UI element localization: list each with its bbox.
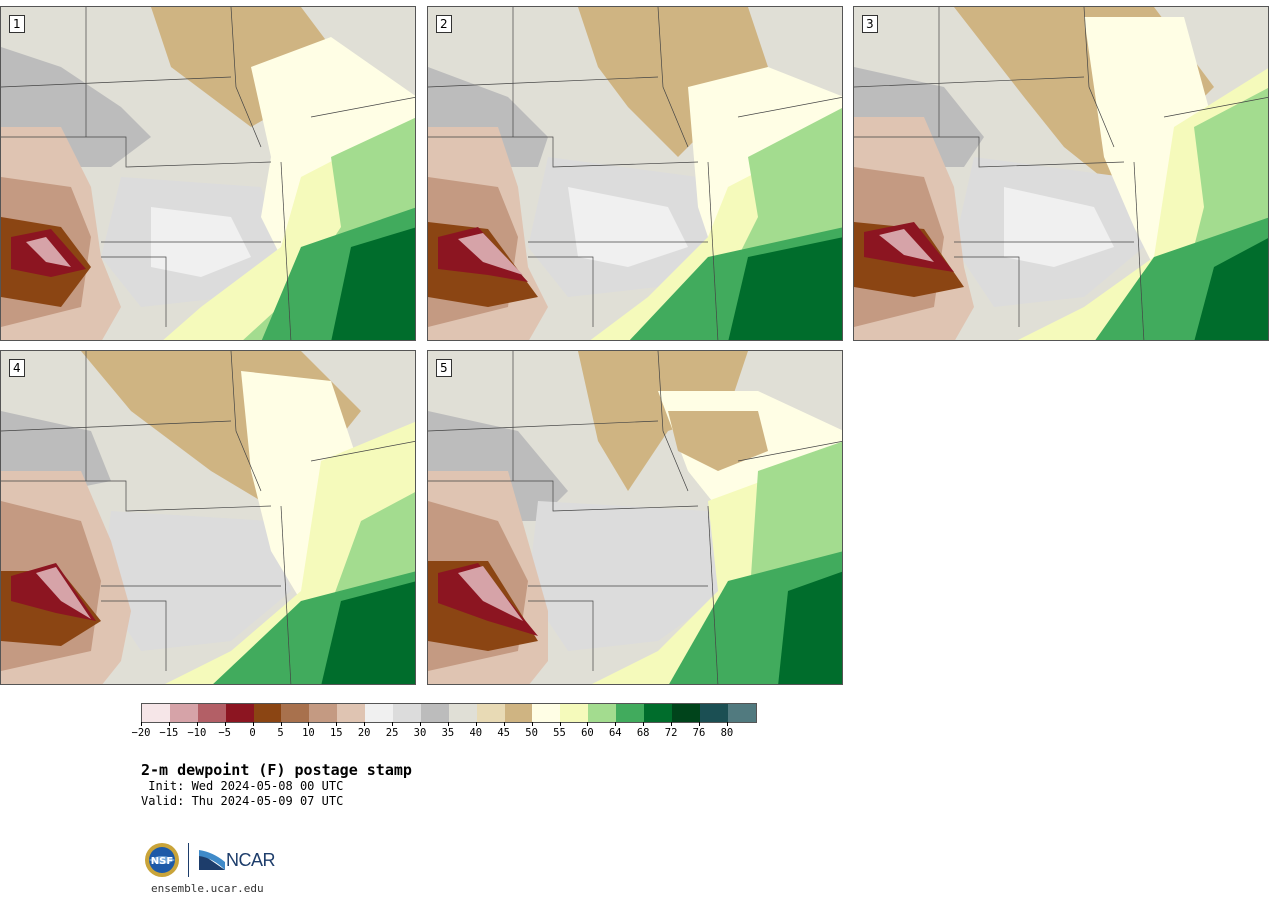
colorbar-swatch: [616, 704, 645, 722]
colorbar-swatch: [142, 704, 170, 722]
dewpoint-map: [854, 7, 1268, 340]
colorbar-tick-label: 72: [664, 727, 678, 739]
colorbar-tick-label: 64: [608, 727, 622, 739]
colorbar-swatch: [476, 704, 505, 722]
colorbar-tick-label: 0: [249, 727, 256, 739]
colorbar-tick-label: 68: [636, 727, 650, 739]
colorbar-tick-label: −20: [131, 727, 151, 739]
colorbar-swatch: [727, 704, 756, 722]
nsf-logo-text: NSF: [151, 856, 173, 867]
colorbar-swatch: [588, 704, 617, 722]
colorbar-tick-label: 80: [720, 727, 734, 739]
ncar-logo: NCAR: [199, 849, 276, 871]
panel-number: 2: [436, 15, 452, 33]
colorbar-tick-label: 30: [413, 727, 427, 739]
colorbar-ticks: −20 −15 −10 −5 0 5 10 15 20 25 30 35 40 45 50 55 60 64 68 7…: [132, 722, 761, 742]
chart-title: 2-m dewpoint (F) postage stamp: [141, 761, 412, 779]
panel-number: 1: [9, 15, 25, 33]
map-panel-4: 4: [0, 350, 416, 685]
colorbar-swatch: [420, 704, 449, 722]
colorbar-tick-label: 5: [277, 727, 284, 739]
colorbar-swatch: [504, 704, 533, 722]
colorbar-tick-label: 55: [553, 727, 566, 739]
colorbar-swatch: [337, 704, 366, 722]
colorbar-swatch: [393, 704, 421, 722]
colorbar-tick-label: −10: [187, 727, 207, 739]
colorbar-swatch: [365, 704, 394, 722]
colorbar-swatch: [699, 704, 728, 722]
dewpoint-map: [1, 7, 415, 340]
colorbar-swatch: [644, 704, 672, 722]
colorbar-tick-label: 60: [581, 727, 594, 739]
colorbar-swatch: [197, 704, 226, 722]
colorbar-tick-label: 10: [302, 727, 315, 739]
colorbar-swatch: [532, 704, 561, 722]
map-panel-1: 1: [0, 6, 416, 341]
colorbar-tick-label: 76: [692, 727, 706, 739]
colorbar: [141, 703, 757, 723]
colorbar-swatch: [253, 704, 282, 722]
map-panel-2: 2: [427, 6, 843, 341]
colorbar-tick-label: 25: [385, 727, 399, 739]
colorbar-swatch: [560, 704, 589, 722]
colorbar-tick-label: 45: [497, 727, 511, 739]
colorbar-swatch: [225, 704, 254, 722]
panel-number: 3: [862, 15, 878, 33]
ncar-logo-icon: [199, 850, 225, 870]
nsf-logo-icon: NSF: [145, 843, 179, 877]
colorbar-swatch: [448, 704, 477, 722]
panel-number: 5: [436, 359, 452, 377]
colorbar-tick-label: 20: [357, 727, 371, 739]
colorbar-tick-label: 50: [525, 727, 538, 739]
map-panel-5: 5: [427, 350, 843, 685]
colorbar-swatch: [671, 704, 700, 722]
colorbar-swatch: [169, 704, 198, 722]
valid-time: Valid: Thu 2024-05-09 07 UTC: [141, 794, 344, 808]
logos: NSF NCAR: [144, 842, 276, 878]
panel-number: 4: [9, 359, 25, 377]
ncar-logo-text: NCAR: [226, 849, 276, 870]
colorbar-tick-label: 15: [329, 727, 343, 739]
logo-divider: [188, 843, 189, 877]
colorbar-tick-label: 40: [469, 727, 483, 739]
colorbar-tick-label: 35: [441, 727, 455, 739]
colorbar-tick-label: −15: [159, 727, 179, 739]
dewpoint-map: [428, 7, 842, 340]
dewpoint-map: [1, 351, 415, 684]
dewpoint-map: [428, 351, 842, 684]
colorbar-swatch: [309, 704, 338, 722]
site-url: ensemble.ucar.edu: [151, 882, 264, 895]
map-panel-3: 3: [853, 6, 1269, 341]
colorbar-swatch: [281, 704, 310, 722]
colorbar-tick-label: −5: [218, 727, 232, 739]
init-time: Init: Wed 2024-05-08 00 UTC: [141, 779, 344, 793]
